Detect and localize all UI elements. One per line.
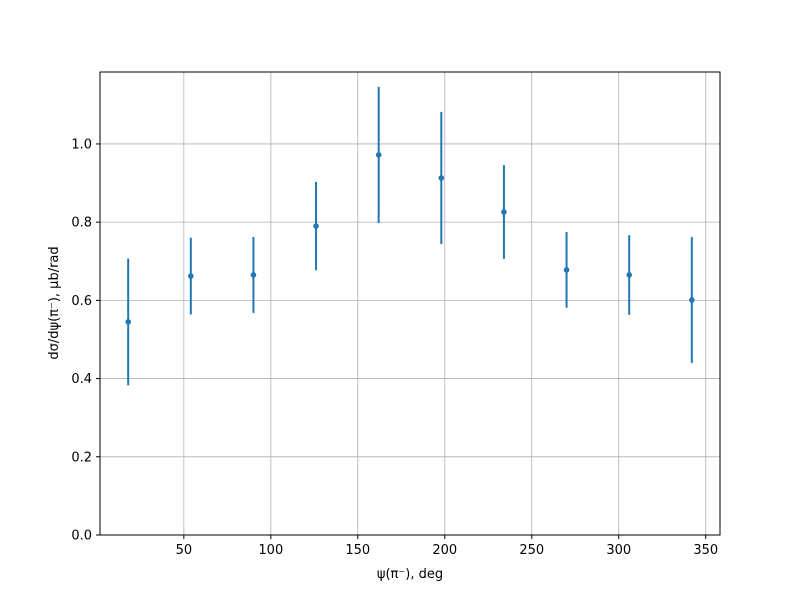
x-axis-label: ψ(π⁻), deg xyxy=(377,567,443,582)
y-tick-label: 0.8 xyxy=(71,216,92,231)
x-tick-label: 200 xyxy=(432,543,457,558)
data-point xyxy=(188,273,194,279)
y-axis-label: dσ/dψ(π⁻), μb/rad xyxy=(47,246,62,359)
data-point xyxy=(250,272,257,278)
y-tick-label: 1.0 xyxy=(71,137,92,152)
x-tick-label: 300 xyxy=(606,543,631,558)
data-point xyxy=(501,209,507,215)
y-tick-label: 0.4 xyxy=(71,372,92,387)
x-tick-label: 150 xyxy=(345,543,370,558)
data-point xyxy=(313,223,319,229)
data-point xyxy=(438,175,445,181)
x-tick-label: 250 xyxy=(519,543,544,558)
data-point xyxy=(563,267,570,273)
data-point xyxy=(125,319,131,325)
y-tick-label: 0.0 xyxy=(71,529,92,544)
y-tick-label: 0.2 xyxy=(71,450,92,465)
x-tick-label: 350 xyxy=(693,543,718,558)
y-tick-label: 0.6 xyxy=(71,294,92,309)
plot-frame xyxy=(99,71,721,536)
x-tick-label: 50 xyxy=(176,543,193,558)
data-point xyxy=(689,297,695,303)
data-point xyxy=(375,152,382,158)
x-tick-label: 100 xyxy=(258,543,283,558)
data-point xyxy=(626,272,632,278)
